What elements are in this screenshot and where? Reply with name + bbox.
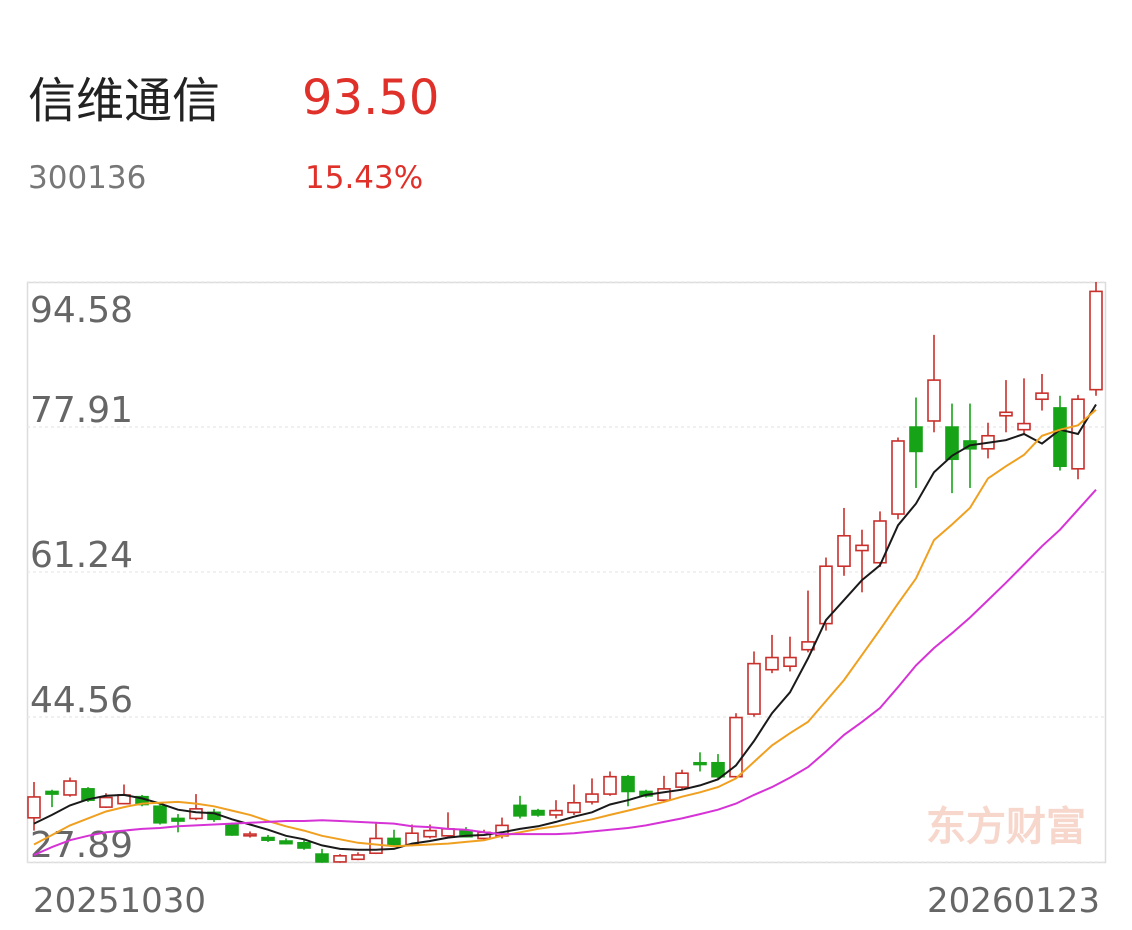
moving-average-line [33,403,1097,851]
candle-body [1089,290,1103,391]
candle-body [693,761,707,766]
candle-body [999,411,1013,417]
candle-body [315,853,329,863]
x-tick-label: 20251030 [33,881,206,921]
candle-body [675,772,689,788]
candle-body [711,761,725,778]
candle-body [297,841,311,849]
candle-body [1035,392,1049,401]
candle-body [765,656,779,671]
candle-body [243,833,257,837]
candle-body [261,836,275,841]
stock-name: 信维通信 [28,73,220,129]
candle-body [549,809,563,816]
stock-code: 300136 [28,160,146,196]
y-tick-label: 77.91 [30,390,133,431]
candle-body [945,426,959,461]
x-tick-label: 20260123 [927,881,1100,921]
candle-body [351,854,365,861]
moving-average-line [33,408,1097,848]
candle-body [819,565,833,625]
candle-body [909,426,923,453]
candle-body [567,801,581,814]
candle-body [171,817,185,822]
candle-body [333,855,347,863]
candle-body [153,805,167,824]
candle-body [99,796,113,808]
candle-body [387,837,401,846]
candle-body [513,804,527,817]
moving-average-line [33,489,1097,856]
candle-body [27,796,41,819]
candle-body [423,829,437,838]
candle-body [837,534,851,568]
candle-body [585,793,599,803]
y-tick-label: 44.56 [30,680,133,721]
candle-body [873,520,887,564]
candle-body [927,379,941,422]
candle-body [1053,407,1067,468]
candle-body [189,808,203,820]
candle-body [45,790,59,795]
stock-price: 93.50 [302,70,439,126]
candle-body [279,840,293,845]
price-change: 15.43% [305,160,423,196]
y-tick-label: 61.24 [30,535,133,576]
candle-body [855,544,869,552]
candle-body [657,788,671,801]
candle-body [531,809,545,816]
candle-body [747,662,761,715]
candle-body [621,775,635,793]
candle-body [1017,422,1031,431]
candle-body [603,775,617,795]
watermark: 东方财富 [926,804,1086,850]
y-tick-label: 94.58 [30,290,133,331]
candle-body [783,656,797,668]
candle-body [225,823,239,836]
candle-body [63,780,77,796]
candle-body [891,440,905,515]
